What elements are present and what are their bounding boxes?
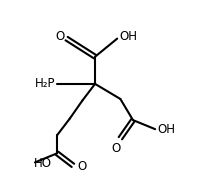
Text: HO: HO <box>34 157 52 170</box>
Text: O: O <box>55 30 64 43</box>
Text: H₂P: H₂P <box>35 77 55 90</box>
Text: OH: OH <box>120 30 137 43</box>
Text: O: O <box>112 142 121 155</box>
Text: O: O <box>77 160 86 173</box>
Text: OH: OH <box>157 123 175 136</box>
